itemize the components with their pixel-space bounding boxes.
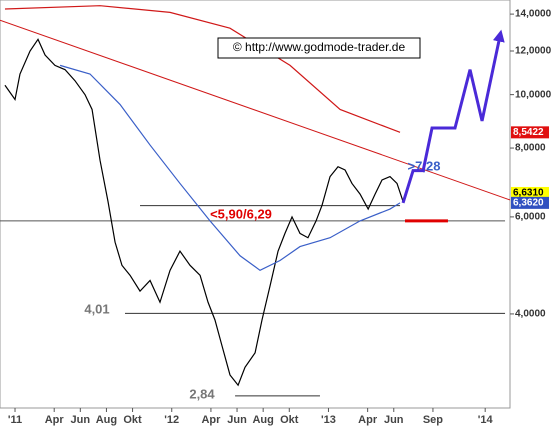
x-tick-label: Jun	[384, 414, 404, 426]
series-line	[59, 64, 401, 271]
x-tick-label: Jun	[227, 414, 247, 426]
price-label: 6,3620	[513, 198, 544, 209]
annotation: 4,01	[84, 301, 109, 316]
watermark: © http://www.godmode-trader.de	[233, 40, 406, 54]
annotation: <5,90/6,29	[210, 206, 272, 221]
annotation-line	[401, 29, 505, 204]
x-tick-label: Jun	[71, 414, 91, 426]
price-label: 6,6310	[513, 188, 544, 199]
x-tick-label: '13	[321, 414, 336, 426]
series-line	[4, 38, 404, 387]
annotation-line	[0, 19, 510, 201]
annotation: 2,84	[189, 386, 215, 401]
price-label: 8,5422	[513, 127, 544, 138]
y-tick-label: 8,0000	[515, 143, 546, 154]
x-tick-label: Aug	[96, 414, 117, 426]
series-line	[4, 5, 401, 133]
y-tick-label: 12,0000	[515, 46, 552, 57]
x-tick-label: Aug	[252, 414, 273, 426]
plot	[0, 5, 510, 397]
y-tick-label: 10,0000	[515, 89, 552, 100]
price-label-box	[511, 126, 549, 139]
y-tick-label: 14,0000	[515, 9, 552, 20]
y-tick-label: 4,0000	[515, 309, 546, 320]
x-tick-label: Okt	[123, 414, 142, 426]
x-tick-label: Apr	[201, 414, 221, 426]
x-tick-label: '11	[8, 414, 22, 426]
x-tick-label: Apr	[45, 414, 65, 426]
plot-area	[0, 0, 511, 409]
x-tick-label: Okt	[280, 414, 299, 426]
y-tick-label: 6,0000	[515, 212, 546, 223]
x-tick-label: Apr	[358, 414, 378, 426]
x-tick-label: Sep	[423, 414, 443, 426]
x-tick-label: '14	[478, 414, 494, 426]
watermark-box	[217, 37, 421, 59]
price-label-box	[511, 186, 549, 199]
price-label-box	[511, 196, 549, 209]
x-tick-label: '12	[164, 414, 179, 426]
